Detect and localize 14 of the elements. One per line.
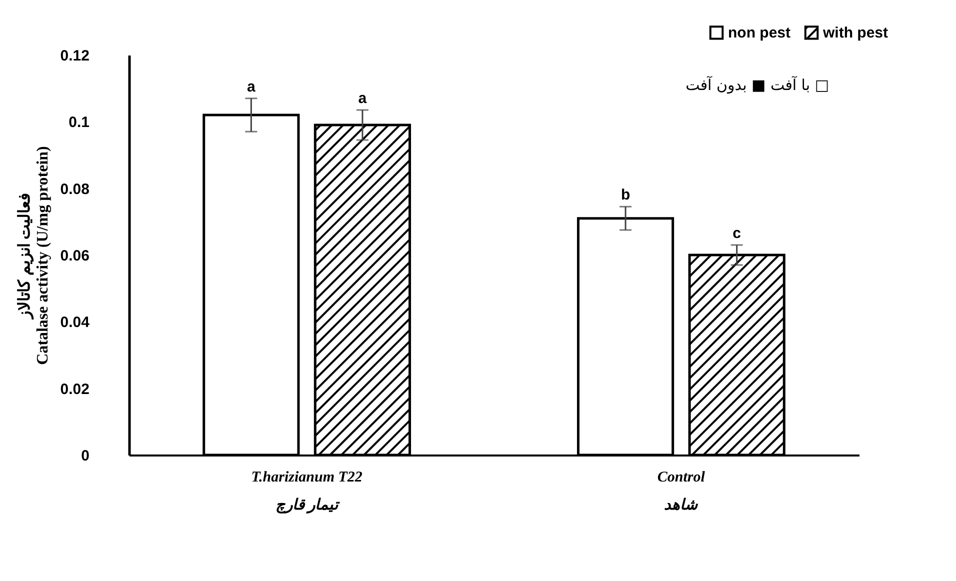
data-label: c: [732, 225, 741, 242]
y-tick-label: 0.08: [60, 180, 90, 198]
data-label: a: [358, 90, 368, 107]
y-tick-label: 0: [81, 448, 90, 464]
y-tick-label: 0.12: [60, 48, 90, 64]
data-label: b: [620, 186, 630, 204]
legend-label: with pest: [822, 24, 888, 42]
data-label: a: [247, 78, 256, 96]
y-tick-label: 0.1: [68, 114, 90, 132]
y-tick-label: 0.06: [60, 248, 90, 264]
annotation: با آفت ■ بدون آفت □: [686, 75, 829, 94]
y-tick-label: 0.02: [60, 380, 90, 398]
legend-label: non pest: [728, 24, 790, 42]
y-tick-label: 0.04: [60, 314, 90, 332]
